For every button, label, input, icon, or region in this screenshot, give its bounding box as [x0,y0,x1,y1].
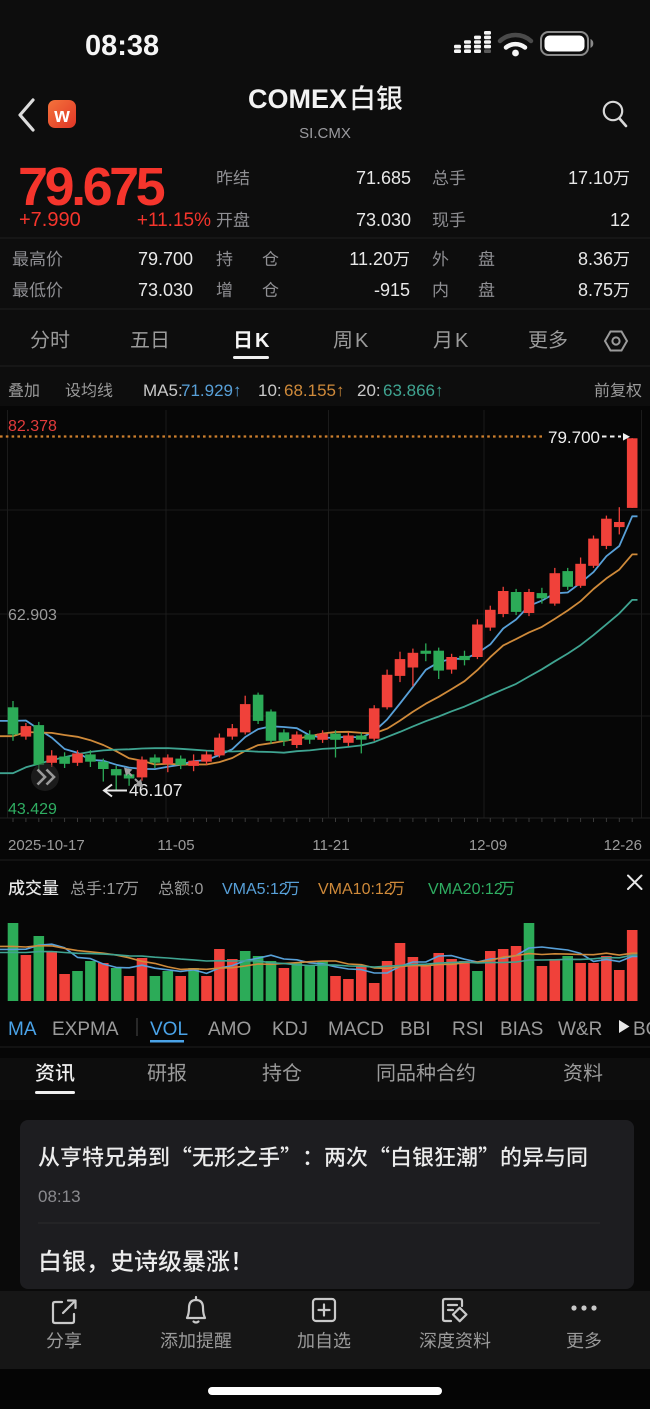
svg-text:17.10: 17.10 [568,168,613,188]
svg-text:COMEX: COMEX [248,84,347,114]
svg-text:68.155↑: 68.155↑ [284,381,345,400]
svg-text:SI.CMX: SI.CMX [299,125,351,142]
svg-text:08:38: 08:38 [85,30,159,62]
svg-text:62.903: 62.903 [8,607,57,624]
svg-text:73.030: 73.030 [138,280,193,300]
svg-text:K: K [455,330,469,352]
svg-text::17: :17 [102,881,124,898]
svg-text:-915: -915 [374,280,410,300]
svg-text:BBI: BBI [400,1019,431,1040]
svg-text:MA5:: MA5: [143,381,183,400]
svg-text:KDJ: KDJ [272,1019,308,1040]
svg-text:12-09: 12-09 [469,837,507,854]
svg-text:VOL: VOL [150,1019,188,1040]
svg-text:11-21: 11-21 [312,837,349,854]
svg-text:MA: MA [8,1019,37,1040]
svg-text::0: :0 [190,881,203,898]
svg-text:82.378: 82.378 [8,418,57,435]
svg-text:79.700: 79.700 [548,428,600,447]
svg-text:MACD: MACD [328,1019,384,1040]
svg-text:8.36: 8.36 [578,249,613,269]
svg-text:08:13: 08:13 [38,1187,81,1206]
svg-text:VMA5:12: VMA5:12 [222,881,288,898]
svg-text:BO: BO [633,1019,650,1040]
svg-text:20:: 20: [357,381,381,400]
svg-text:73.030: 73.030 [356,210,411,230]
svg-text:BIAS: BIAS [500,1019,543,1040]
svg-text:12-26: 12-26 [604,837,642,854]
svg-text:VMA10:12: VMA10:12 [318,881,393,898]
svg-text:71.685: 71.685 [356,168,411,188]
svg-text:71.929↑: 71.929↑ [181,381,242,400]
svg-text:10:: 10: [258,381,282,400]
svg-text:RSI: RSI [452,1019,484,1040]
svg-text:w: w [53,105,70,127]
svg-text:EXPMA: EXPMA [52,1019,119,1040]
svg-text:11-05: 11-05 [157,837,194,854]
svg-text:11.20: 11.20 [349,249,393,269]
svg-text:63.866↑: 63.866↑ [383,381,444,400]
svg-text:AMO: AMO [208,1019,251,1040]
svg-text:W&R: W&R [558,1019,602,1040]
svg-text:12: 12 [610,210,630,230]
svg-text:+7.990: +7.990 [19,209,81,231]
svg-text:VMA20:12: VMA20:12 [428,881,503,898]
svg-text:79.675: 79.675 [18,157,165,217]
svg-text:43.429: 43.429 [8,801,57,818]
svg-text:8.75: 8.75 [578,280,613,300]
svg-text:K: K [355,330,369,352]
svg-text:2025-10-17: 2025-10-17 [8,837,85,854]
svg-text:K: K [255,330,270,352]
svg-text:79.700: 79.700 [138,249,193,269]
svg-text:+11.15%: +11.15% [137,210,211,231]
